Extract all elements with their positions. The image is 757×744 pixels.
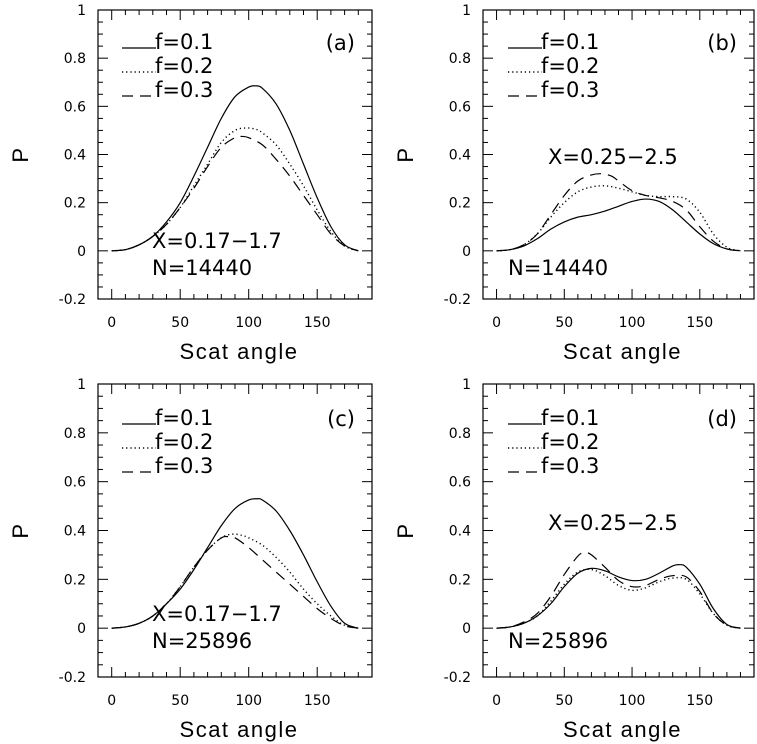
series-line-1: [496, 563, 741, 629]
panel-label: (d): [707, 407, 737, 431]
y-axis-title: P: [393, 146, 418, 162]
series-line-3: [496, 551, 741, 629]
x-axis-title: Scat angle: [180, 339, 299, 364]
annotation-1: X=0.25−2.5: [548, 511, 678, 535]
legend-label-1: f=0.1: [541, 406, 599, 430]
y-tick-label: 0.2: [449, 196, 471, 212]
x-tick-label: 50: [555, 315, 573, 331]
x-tick-label: 0: [107, 693, 116, 709]
y-tick-label: 1: [462, 3, 471, 19]
y-tick-label: 0.6: [64, 475, 86, 491]
panel-a: -0.2 0 0.2 0.4 0.6 0.8 1 0 50 100 150 Scat angle Pf=…: [8, 3, 373, 364]
x-tick-label: 150: [304, 693, 331, 709]
x-tick-label: 150: [686, 693, 713, 709]
x-tick-label: 100: [235, 315, 262, 331]
x-tick-label: 50: [555, 693, 573, 709]
y-tick-label: 0.2: [64, 572, 86, 588]
legend-label-3: f=0.3: [541, 454, 599, 478]
legend-label-2: f=0.2: [155, 54, 213, 78]
legend-label-3: f=0.3: [155, 454, 213, 478]
annotation-2: N=25896: [508, 629, 608, 653]
x-tick-label: 0: [107, 315, 116, 331]
y-tick-label: -0.2: [444, 292, 471, 308]
annotation-2: N=25896: [152, 629, 252, 653]
y-tick-label: 0.4: [64, 148, 86, 164]
y-tick-label: 0: [77, 621, 86, 637]
y-tick-label: 0.8: [449, 51, 471, 67]
y-tick-label: 1: [77, 3, 86, 19]
x-axis-title: Scat angle: [563, 339, 682, 364]
annotation-1: X=0.17−1.7: [152, 602, 282, 626]
y-tick-label: 0.4: [64, 524, 86, 540]
legend-label-1: f=0.1: [541, 30, 599, 54]
series-line-1: [111, 85, 359, 252]
legend-label-2: f=0.2: [155, 430, 213, 454]
panel-label: (a): [326, 31, 355, 55]
x-tick-label: 0: [492, 693, 501, 709]
y-axis-title: P: [393, 522, 418, 538]
legend-label-1: f=0.1: [155, 406, 213, 430]
x-tick-label: 100: [619, 315, 646, 331]
x-tick-label: 50: [171, 315, 189, 331]
series-line-2: [496, 568, 741, 629]
x-tick-label: 100: [619, 693, 646, 709]
annotation-1: X=0.17−1.7: [152, 229, 282, 253]
y-tick-label: 0.2: [64, 196, 86, 212]
y-tick-label: -0.2: [59, 670, 86, 686]
y-tick-label: 0.2: [449, 572, 471, 588]
y-tick-label: 0.4: [449, 524, 471, 540]
y-tick-label: 0.6: [449, 99, 471, 115]
y-tick-label: -0.2: [59, 292, 86, 308]
y-axis-title: P: [8, 522, 33, 538]
series-line-3: [111, 535, 359, 629]
legend-label-3: f=0.3: [541, 78, 599, 102]
x-axis-title: Scat angle: [180, 717, 299, 742]
panel-c: -0.2 0 0.2 0.4 0.6 0.8 1 0 50 100 150 Scat angle Pf=…: [8, 377, 373, 742]
y-tick-label: 0.8: [64, 426, 86, 442]
x-tick-label: 50: [171, 693, 189, 709]
y-tick-label: -0.2: [444, 670, 471, 686]
y-tick-label: 0.8: [449, 426, 471, 442]
x-axis-title: Scat angle: [563, 717, 682, 742]
series-line-3: [111, 135, 359, 252]
y-tick-label: 0: [462, 244, 471, 260]
y-tick-label: 0.6: [449, 475, 471, 491]
y-tick-label: 0.6: [64, 99, 86, 115]
y-axis-title: P: [8, 146, 33, 162]
x-tick-label: 100: [235, 693, 262, 709]
y-tick-label: 0.4: [449, 148, 471, 164]
series-line-3: [496, 173, 741, 252]
y-tick-label: 1: [462, 377, 471, 393]
legend-label-1: f=0.1: [155, 30, 213, 54]
y-tick-label: 0: [462, 621, 471, 637]
legend-label-2: f=0.2: [541, 54, 599, 78]
x-tick-label: 150: [686, 315, 713, 331]
legend-label-2: f=0.2: [541, 430, 599, 454]
x-tick-label: 150: [304, 315, 331, 331]
x-tick-label: 0: [492, 315, 501, 331]
panel-label: (b): [707, 31, 737, 55]
annotation-2: N=14440: [508, 256, 608, 280]
annotation-1: X=0.25−2.5: [548, 145, 678, 169]
series-line-2: [111, 533, 359, 629]
annotation-2: N=14440: [152, 256, 252, 280]
y-tick-label: 1: [77, 377, 86, 393]
series-line-1: [496, 198, 741, 252]
series-line-2: [111, 127, 359, 252]
y-tick-label: 0: [77, 244, 86, 260]
panel-label: (c): [327, 407, 355, 431]
y-tick-label: 0.8: [64, 51, 86, 67]
legend-label-3: f=0.3: [155, 78, 213, 102]
